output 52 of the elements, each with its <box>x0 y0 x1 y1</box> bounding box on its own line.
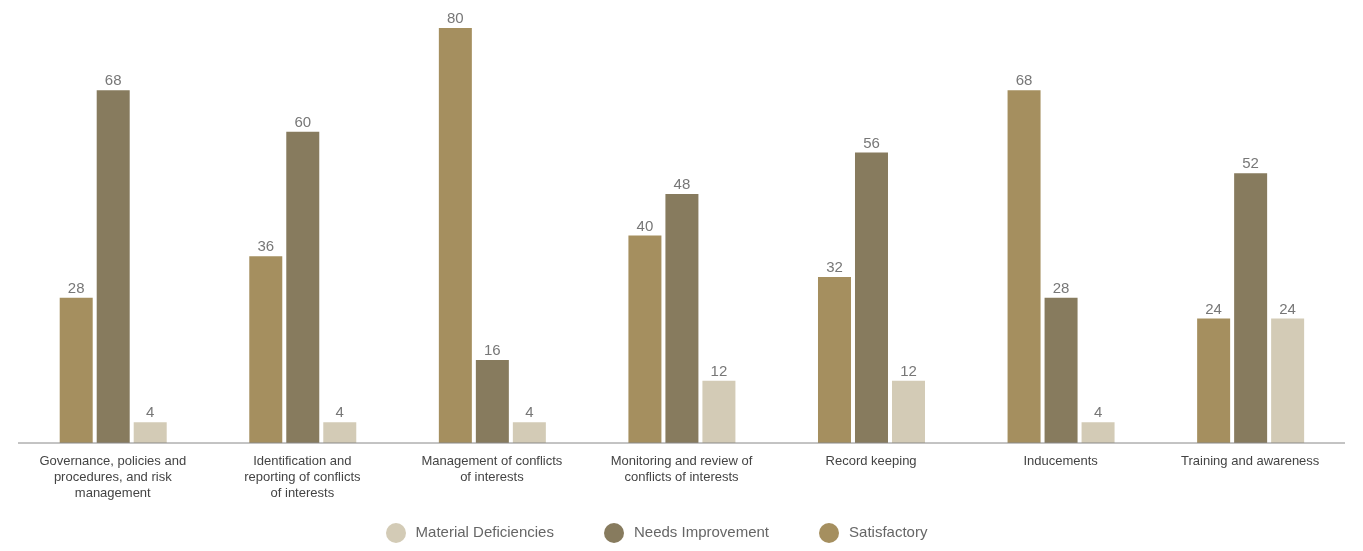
x-tick-label: Record keeping <box>825 453 917 468</box>
data-label: 56 <box>863 133 880 151</box>
x-tick-label: Management of conflicts of interests <box>421 453 563 484</box>
bar <box>854 152 888 443</box>
legend-label: Needs Improvement <box>633 523 770 541</box>
x-tick-label: Inducements <box>1023 453 1099 468</box>
bar <box>512 422 546 443</box>
data-label: 12 <box>900 361 917 379</box>
bar <box>817 277 851 443</box>
data-label: 4 <box>335 403 344 421</box>
data-label: 16 <box>484 341 501 358</box>
bar <box>628 235 662 443</box>
data-label: 28 <box>67 278 85 296</box>
data-label: 24 <box>1205 299 1222 317</box>
bar <box>702 380 736 443</box>
bar <box>1007 90 1041 443</box>
bar <box>1081 422 1115 443</box>
bar <box>286 131 320 443</box>
bar <box>475 360 509 443</box>
data-label: 60 <box>294 112 312 130</box>
x-tick-label: Governance, policies and procedures, and risk management <box>39 453 187 500</box>
bar <box>59 297 93 443</box>
data-label: 24 <box>1279 299 1296 317</box>
data-label: 4 <box>525 403 534 421</box>
bar <box>665 194 699 443</box>
bar <box>1044 297 1078 443</box>
data-label: 32 <box>826 258 843 275</box>
data-label: 28 <box>1052 278 1070 296</box>
data-label: 48 <box>673 175 691 192</box>
bar <box>1197 318 1231 443</box>
bar <box>1234 173 1268 443</box>
bar <box>438 28 472 443</box>
bar <box>133 422 167 443</box>
data-label: 12 <box>710 361 728 379</box>
data-label: 52 <box>1242 154 1259 172</box>
data-label: 4 <box>1093 403 1103 421</box>
data-label: 68 <box>1015 71 1033 89</box>
x-tick-label: Identification and reporting of conflicts of interests <box>244 453 362 500</box>
data-label: 40 <box>636 216 654 234</box>
data-label: 36 <box>257 237 275 255</box>
x-tick-label: Training and awareness <box>1181 453 1320 468</box>
data-label: 68 <box>104 71 122 89</box>
legend-label: Material Deficiencies <box>415 523 554 541</box>
bar <box>1271 318 1305 443</box>
x-tick-label: Monitoring and review of conflicts of interests <box>610 453 753 484</box>
bar <box>323 422 357 443</box>
data-label: 80 <box>447 9 464 26</box>
bar <box>891 380 925 443</box>
data-label: 4 <box>146 403 155 421</box>
bar <box>96 90 130 443</box>
legend-label: Satisfactory <box>849 523 928 541</box>
bar <box>249 256 283 443</box>
